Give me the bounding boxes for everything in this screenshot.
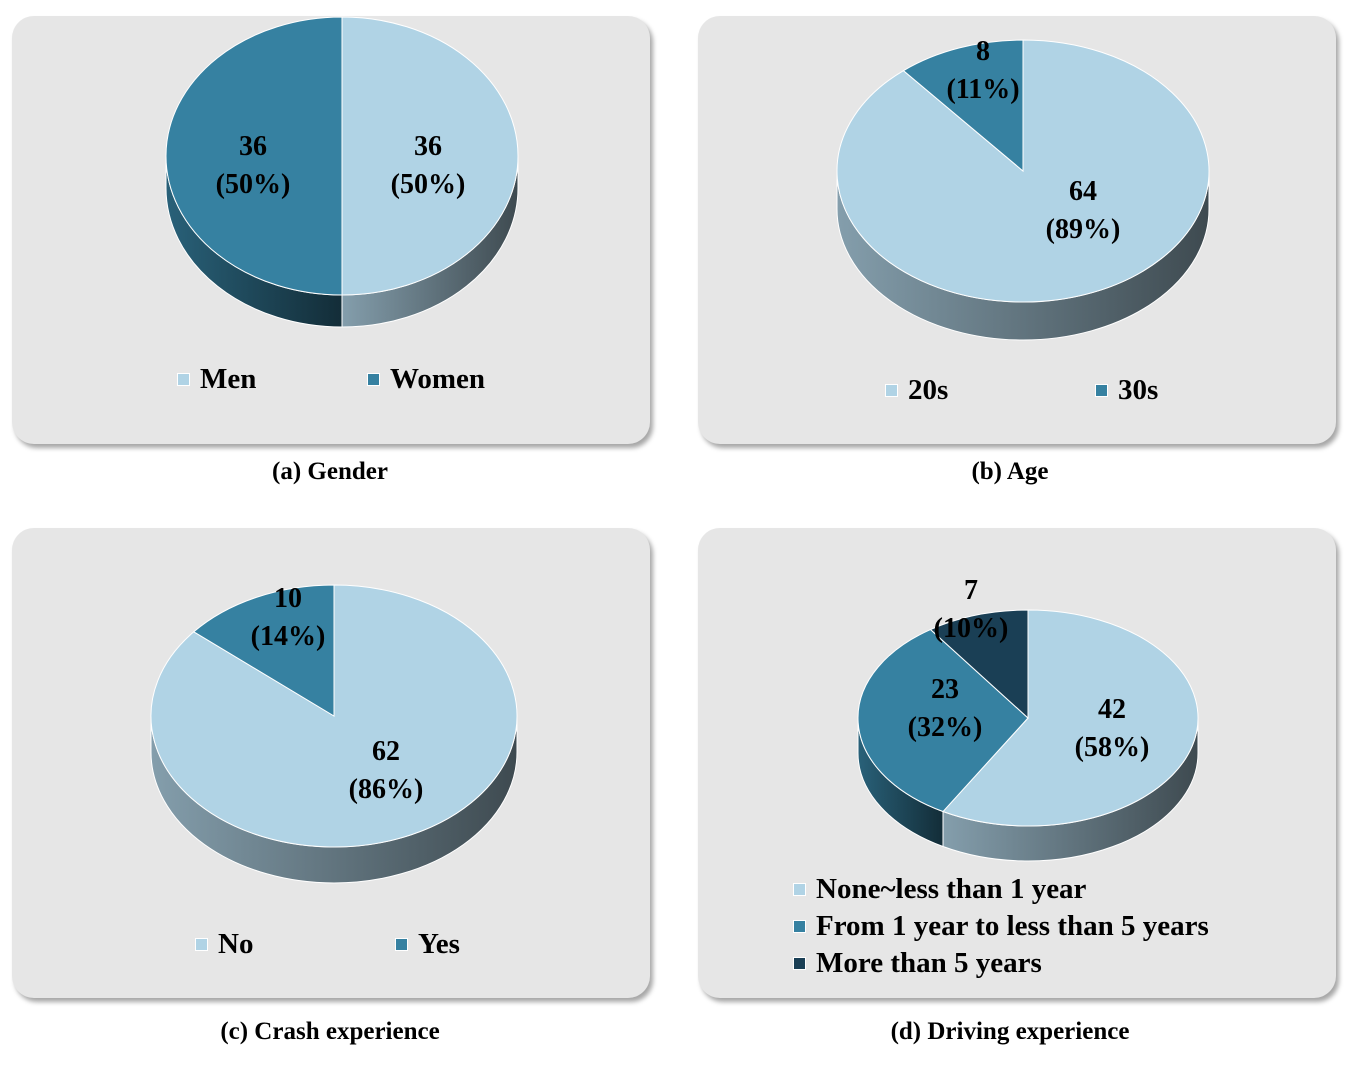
legend-swatch	[793, 920, 806, 933]
slice-percent-label: (32%)	[908, 712, 983, 743]
legend-item: 30s	[1095, 374, 1158, 407]
slice-value-label: 62	[372, 736, 400, 767]
legend-swatch	[793, 957, 806, 970]
slice-percent-label: (11%)	[946, 74, 1019, 105]
legend-label: Yes	[418, 928, 460, 960]
slice-percent-label: (14%)	[251, 621, 326, 652]
pie-slice-3	[929, 609, 1029, 720]
slice-value-label: 64	[1069, 176, 1097, 207]
legend-label: 30s	[1118, 374, 1159, 406]
slice-value-label: 8	[976, 36, 990, 67]
legend-item: None~less than 1 year	[793, 873, 1086, 906]
legend-item: More than 5 years	[793, 947, 1042, 980]
slice-percent-label: (86%)	[349, 774, 424, 805]
legend-label: No	[218, 928, 254, 960]
legend-label: More than 5 years	[816, 947, 1042, 979]
slice-percent-label: (10%)	[934, 613, 1009, 644]
caption-driving-experience: (d) Driving experience	[890, 1018, 1130, 1045]
legend-swatch	[177, 373, 190, 386]
legend-label: From 1 year to less than 5 years	[816, 910, 1209, 942]
slice-percent-label: (50%)	[391, 169, 466, 200]
legend-item: Men	[177, 363, 256, 396]
legend-label: 20s	[908, 374, 949, 406]
legend-swatch	[1095, 384, 1108, 397]
slice-percent-label: (50%)	[216, 169, 291, 200]
legend-label: Women	[390, 363, 486, 395]
caption-crash-experience: (c) Crash experience	[220, 1018, 440, 1045]
pie-chart-gender: 36 (50%) 36 (50%)	[165, 16, 519, 328]
pie-chart-driving-experience: 42 (58%) 23 (32%) 7 (10%)	[857, 575, 1199, 862]
pie-slice-1	[341, 16, 519, 296]
slice-percent-label: (58%)	[1075, 732, 1150, 763]
slice-value-label: 36	[239, 131, 267, 162]
legend-item: Women	[367, 363, 485, 396]
chart-panel-age: 64 (89%) 8 (11%) 20s 30s	[698, 16, 1336, 444]
pie-slice-2	[192, 584, 335, 717]
legend-swatch	[395, 938, 408, 951]
slice-value-label: 23	[931, 674, 959, 705]
legend-item: No	[195, 928, 253, 961]
chart-panel-driving-experience: 42 (58%) 23 (32%) 7 (10%) None~less than 1 ye…	[698, 528, 1336, 998]
slice-percent-label: (89%)	[1046, 214, 1121, 245]
legend-item: 20s	[885, 374, 948, 407]
legend-swatch	[195, 938, 208, 951]
chart-panel-gender: 36 (50%) 36 (50%) Men Women	[12, 16, 650, 444]
slice-value-label: 10	[274, 583, 302, 614]
legend-swatch	[793, 883, 806, 896]
slice-value-label: 7	[964, 575, 978, 606]
legend-item: Yes	[395, 928, 460, 961]
legend-swatch	[885, 384, 898, 397]
slice-value-label: 36	[414, 131, 442, 162]
chart-panel-crash-experience: 62 (86%) 10 (14%) No Yes	[12, 528, 650, 998]
legend-label: Men	[200, 363, 257, 395]
caption-age: (b) Age	[971, 458, 1049, 485]
pie-slice-2	[165, 16, 343, 296]
legend-swatch	[367, 373, 380, 386]
legend-item: From 1 year to less than 5 years	[793, 910, 1209, 943]
slice-value-label: 42	[1098, 694, 1126, 725]
pie-slice-2	[857, 628, 1029, 813]
legend-label: None~less than 1 year	[816, 873, 1087, 905]
pie-chart-crash-experience: 62 (86%) 10 (14%)	[150, 583, 518, 884]
caption-gender: (a) Gender	[272, 458, 388, 485]
pie-slice-1	[942, 609, 1199, 827]
pie-chart-age: 64 (89%) 8 (11%)	[836, 36, 1210, 341]
pie-slice-2	[902, 39, 1024, 173]
